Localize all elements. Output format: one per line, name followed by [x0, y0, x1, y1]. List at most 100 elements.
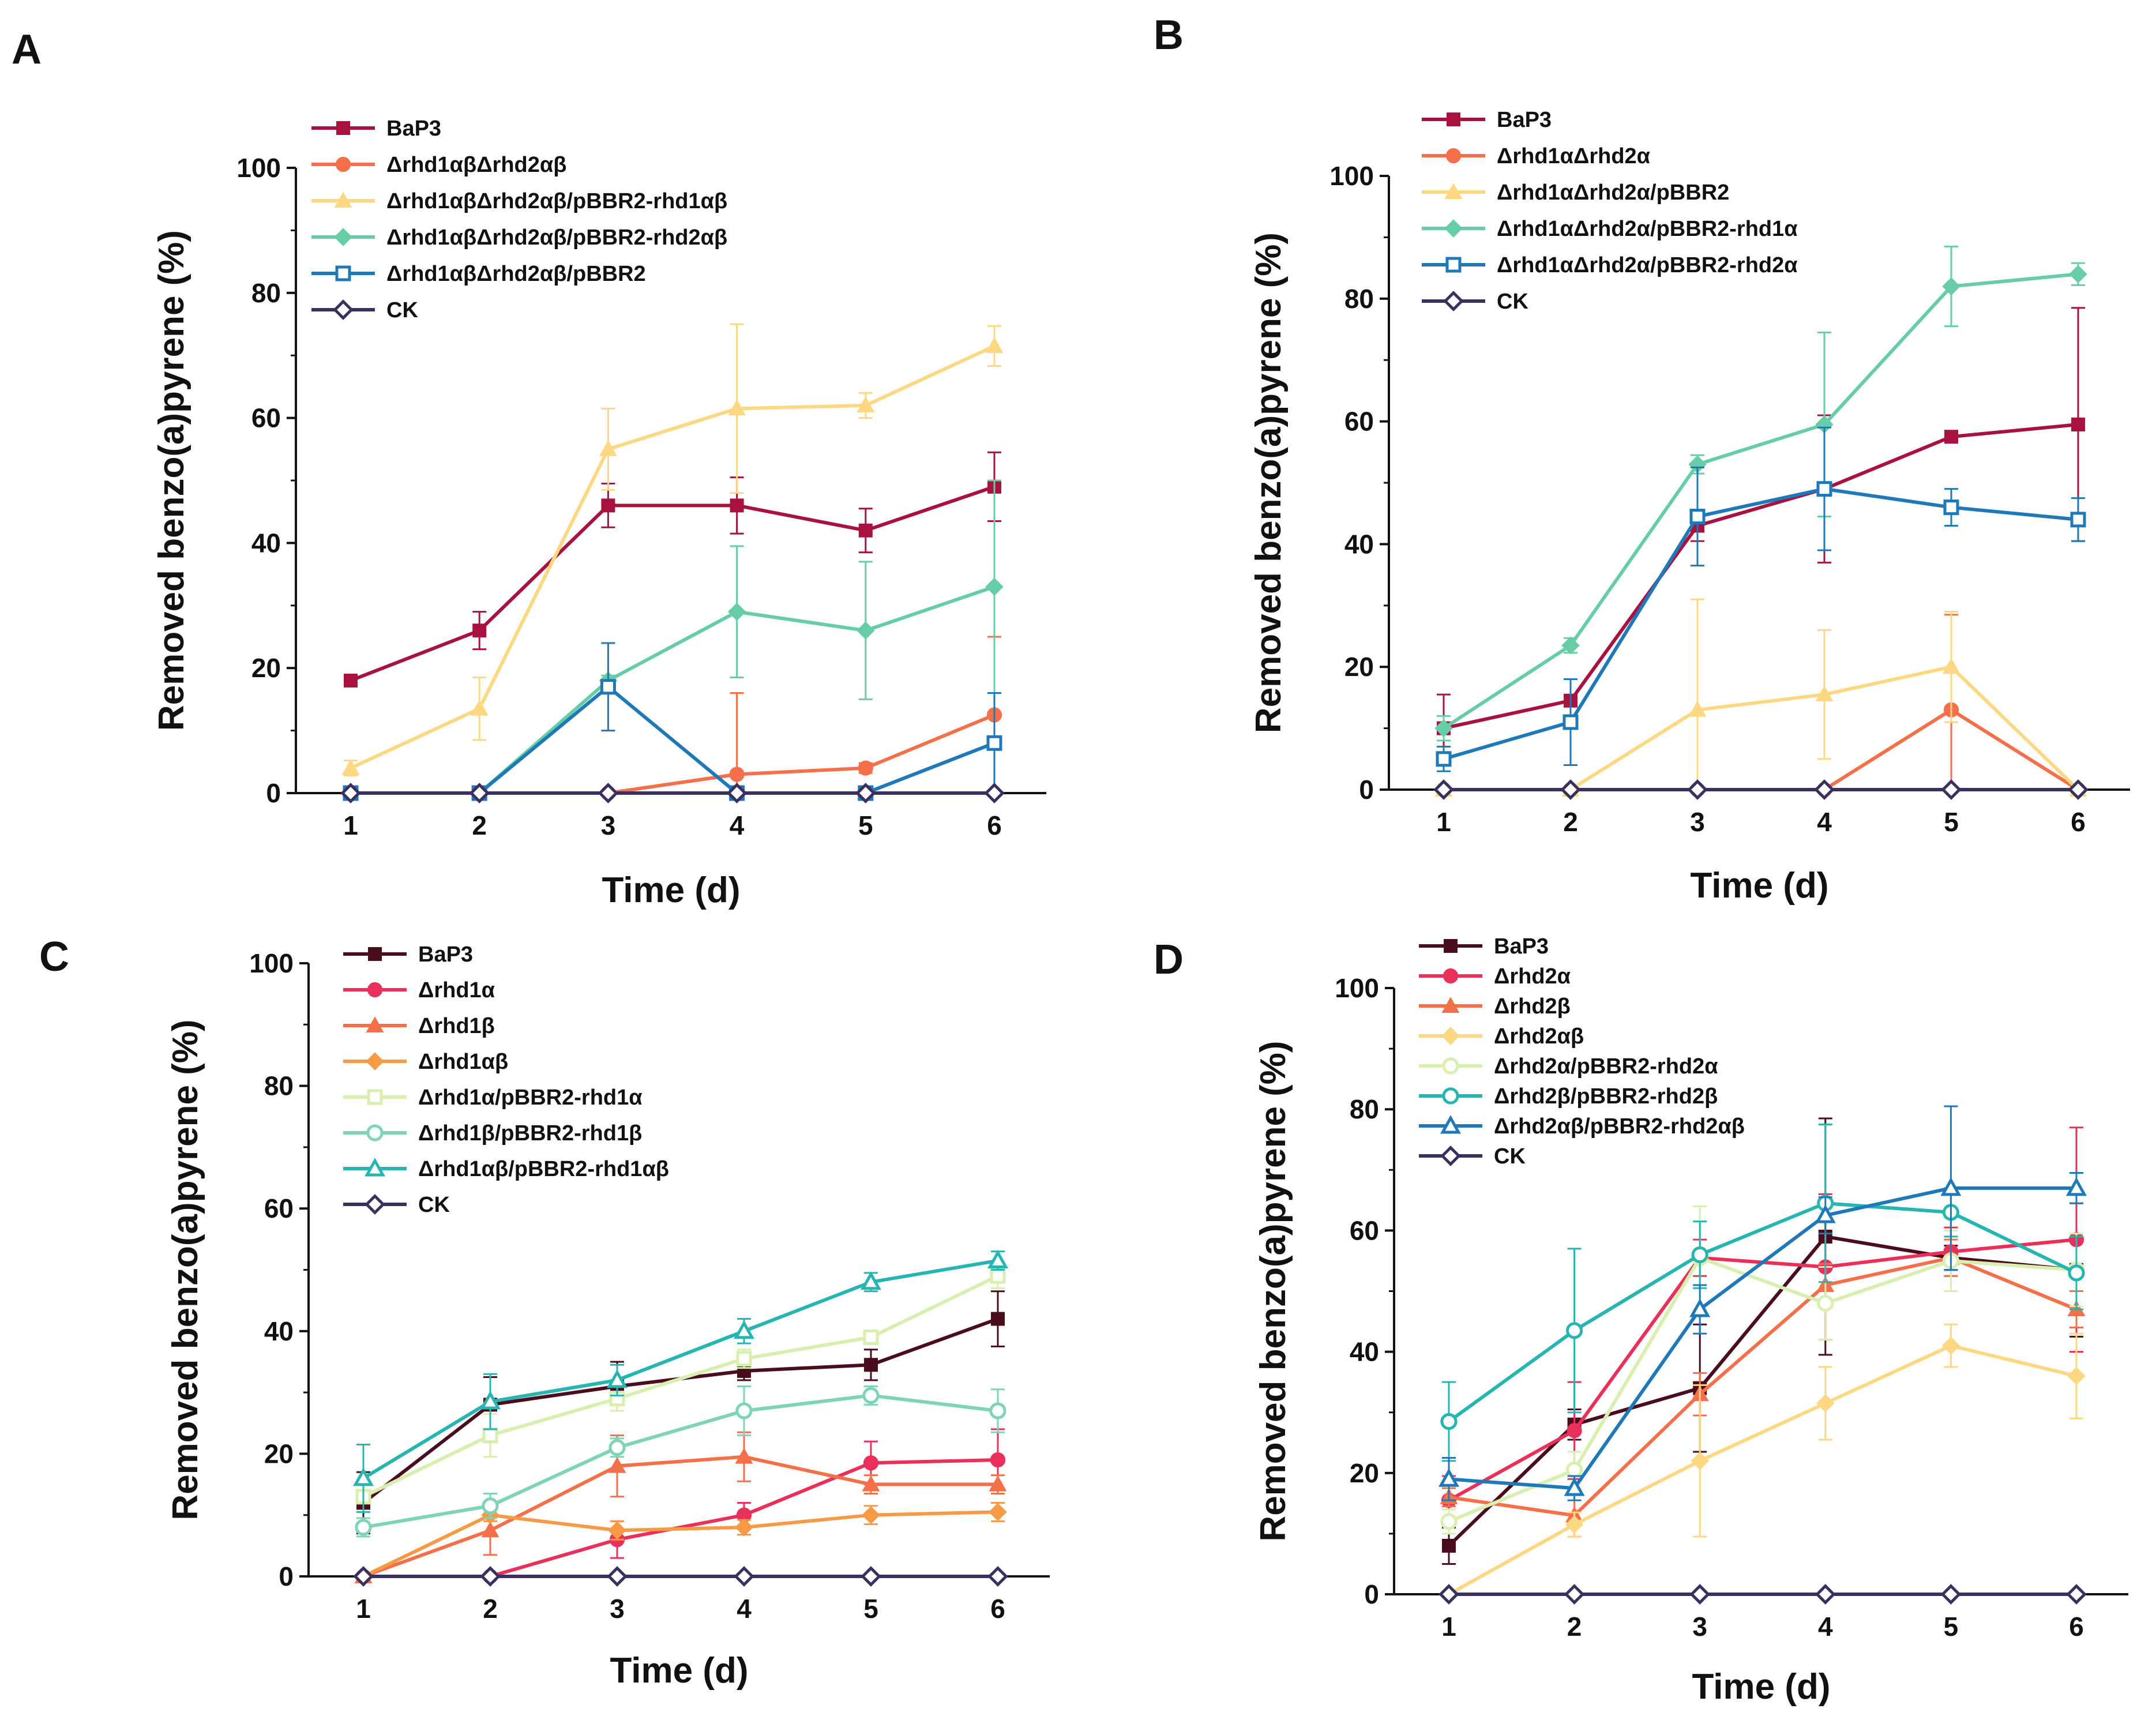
- legend-item: Δrhd1αβΔrhd2αβ/pBBR2-rhd2αβ: [311, 226, 727, 250]
- data-point: [1814, 779, 1835, 800]
- series-line: [362, 1274, 999, 1499]
- legend-item: Δrhd1αβ/pBBR2-rhd1αβ: [343, 1157, 669, 1181]
- legend-item: CK: [311, 298, 418, 322]
- x-tick-label: 5: [863, 1594, 878, 1624]
- legend-marker: [368, 947, 382, 961]
- legend-marker: [1443, 291, 1464, 311]
- legend-marker: [366, 1124, 384, 1141]
- data-point: [1688, 700, 1707, 717]
- x-tick-label: 4: [1818, 1612, 1833, 1642]
- y-tick-label: 20: [251, 653, 281, 683]
- series-line: [362, 1317, 999, 1504]
- series-7: [353, 1249, 1008, 1513]
- data-point: [353, 1566, 374, 1587]
- y-tick-label: 20: [264, 1439, 294, 1469]
- panel-c: C 0 20 40 60 80 100 1 2 3 4 5 6 Time (d) Removed benzo…: [39, 934, 1050, 1691]
- series-line: [1448, 1256, 2078, 1518]
- y-tick-label: 20: [1350, 1458, 1379, 1488]
- data-point: [1691, 1246, 1708, 1264]
- data-point: [607, 1369, 628, 1388]
- y-axis-title: Removed benzo(a)pyrene (%): [1249, 232, 1289, 733]
- legend-label: Δrhd1β: [418, 1014, 495, 1038]
- data-point: [1433, 779, 1454, 800]
- series-line: [1443, 422, 2079, 730]
- legend-label: Δrhd2α: [1494, 964, 1571, 989]
- x-tick-label: 1: [1441, 1612, 1456, 1642]
- legend-marker: [1447, 112, 1460, 126]
- data-point: [1815, 1204, 1836, 1223]
- y-tick-label: 80: [264, 1071, 294, 1101]
- legend-item: Δrhd1αΔrhd2α/pBBR2-rhd2α: [1422, 253, 1798, 277]
- series-line: [351, 685, 996, 795]
- data-point: [735, 1402, 753, 1419]
- legend-marker: [336, 121, 350, 135]
- series-line: [362, 1510, 998, 1578]
- data-point: [1564, 1584, 1585, 1605]
- data-point: [726, 783, 748, 803]
- data-point: [1944, 430, 1958, 444]
- legend-marker: [1443, 968, 1459, 984]
- data-point: [987, 1566, 1008, 1587]
- legend-marker: [1442, 1087, 1459, 1105]
- data-point: [985, 337, 1004, 353]
- legend-marker: [366, 1052, 384, 1071]
- legend-item: BaP3: [311, 117, 441, 141]
- data-point: [989, 1475, 1007, 1492]
- legend-item: Δrhd1αΔrhd2α/pBBR2: [1422, 181, 1729, 205]
- legend-item: CK: [343, 1193, 450, 1217]
- y-tick-label: 40: [264, 1316, 294, 1346]
- x-tick-label: 3: [1692, 1612, 1707, 1642]
- legend-marker: [1441, 997, 1460, 1013]
- legend-item: Δrhd1αβ: [343, 1050, 508, 1074]
- legend-label: Δrhd2α/pBBR2-rhd2α: [1494, 1054, 1718, 1079]
- legend-marker: [1445, 257, 1462, 273]
- data-point: [355, 1519, 372, 1536]
- data-point: [861, 1566, 881, 1587]
- data-point: [1687, 779, 1708, 800]
- y-tick-label: 80: [251, 278, 281, 308]
- data-point: [2069, 265, 2087, 283]
- x-tick-label: 2: [1567, 1612, 1582, 1642]
- data-point: [609, 1439, 626, 1456]
- data-point: [599, 440, 617, 456]
- data-point: [1691, 1452, 1709, 1470]
- x-tick-label: 1: [356, 1594, 371, 1624]
- legend-item: Δrhd1α: [343, 978, 495, 1002]
- legend-label: Δrhd1αβ: [418, 1050, 508, 1074]
- series-line: [362, 1259, 998, 1480]
- data-point: [1942, 658, 1960, 674]
- legend-marker: [333, 299, 354, 320]
- legend-item: Δrhd1αβΔrhd2αβ/pBBR2-rhd1αβ: [311, 189, 727, 213]
- x-tick-label: 2: [472, 810, 487, 840]
- data-point: [985, 577, 1004, 596]
- y-tick-label: 60: [251, 403, 281, 433]
- y-tick-label: 20: [1344, 652, 1374, 682]
- data-point: [864, 1358, 878, 1372]
- series-8: [1438, 1584, 2087, 1605]
- y-tick-label: 100: [1335, 973, 1379, 1003]
- series-2: [343, 636, 1002, 801]
- data-point: [858, 523, 873, 538]
- x-tick-label: 3: [1690, 807, 1705, 837]
- data-point: [729, 767, 745, 782]
- series-5: [1436, 426, 2086, 772]
- panel-b: B 0 20 40 60 80 100 1 2 3 4 5 6 Time (d) Removed benzo…: [1154, 12, 2130, 906]
- series-line: [363, 1394, 998, 1529]
- legend-item: Δrhd1αΔrhd2α/pBBR2-rhd1α: [1422, 217, 1798, 241]
- data-point: [730, 498, 744, 513]
- legend-item: Δrhd1β/pBBR2-rhd1β: [343, 1121, 642, 1146]
- x-tick-label: 6: [987, 810, 1002, 840]
- legend-marker: [367, 982, 383, 998]
- data-point: [482, 1428, 498, 1444]
- y-axis-title: Removed benzo(a)pyrene (%): [152, 230, 191, 731]
- legend-label: Δrhd1αΔrhd2α/pBBR2-rhd2α: [1497, 253, 1798, 277]
- legend-marker: [1440, 1115, 1461, 1134]
- data-point: [990, 1268, 1006, 1284]
- y-tick-label: 0: [266, 778, 281, 808]
- y-tick-label: 40: [1344, 529, 1374, 559]
- data-point: [1438, 1584, 1459, 1605]
- data-point: [1561, 636, 1580, 655]
- series-1: [356, 1290, 1005, 1535]
- y-tick-label: 60: [1344, 407, 1374, 437]
- x-tick-label: 1: [1436, 807, 1451, 837]
